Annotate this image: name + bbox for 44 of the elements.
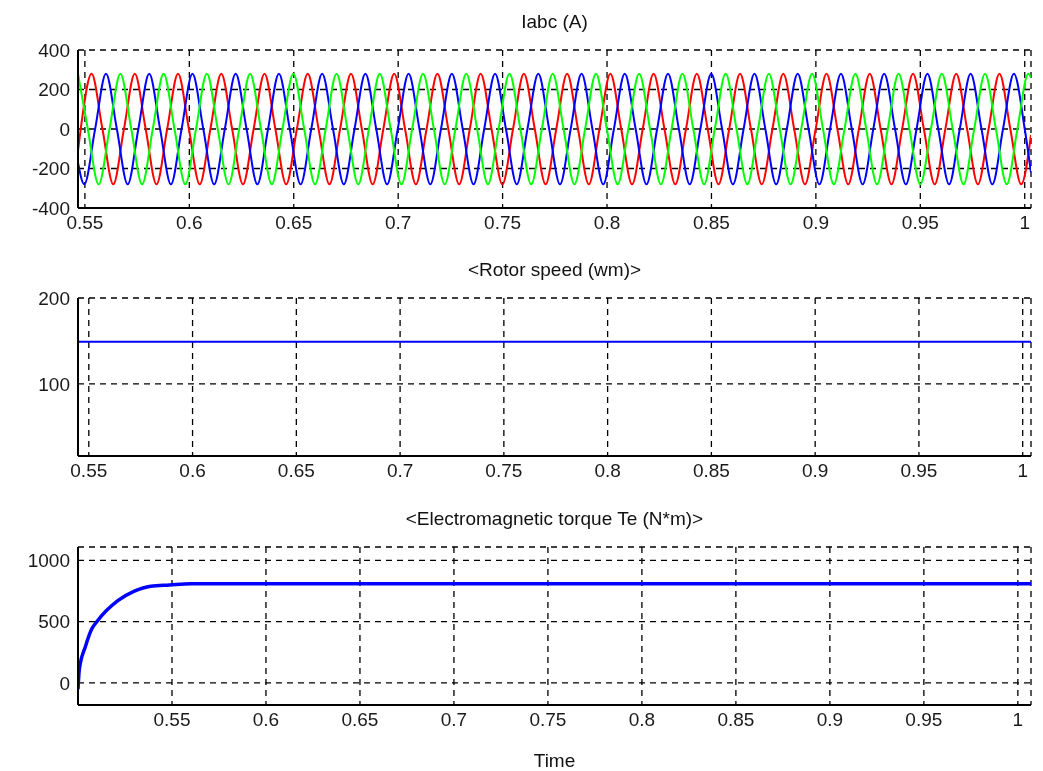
- chart-title: <Electromagnetic torque Te (N*m)>: [404, 507, 705, 531]
- x-axis-title: Time: [533, 750, 576, 771]
- x-tick-label: 0.65: [275, 212, 313, 234]
- y-tick-label: 200: [38, 287, 70, 309]
- x-tick-label: 0.7: [440, 709, 468, 731]
- x-tick-label: 1: [1012, 709, 1024, 731]
- y-tick-label: 400: [38, 39, 70, 61]
- y-tick-label: 0: [59, 672, 70, 694]
- x-tick-label: 0.6: [179, 460, 206, 482]
- x-tick-label: 0.6: [252, 709, 280, 731]
- x-tick-label: 0.85: [692, 212, 730, 234]
- x-tick-label: 0.95: [905, 709, 943, 731]
- chart-title: <Rotor speed (wm)>: [466, 258, 643, 282]
- x-tick-label: 0.75: [529, 709, 567, 731]
- x-tick-label: 0.75: [484, 212, 522, 234]
- x-tick-label: 1: [1017, 460, 1028, 482]
- x-tick-label: 0.95: [900, 460, 938, 482]
- x-tick-label: 0.55: [70, 460, 108, 482]
- x-tick-label: 0.7: [386, 460, 414, 482]
- x-tick-label: 0.95: [901, 212, 939, 234]
- x-tick-label: 0.6: [176, 212, 203, 234]
- y-tick-label: 1000: [27, 550, 70, 572]
- x-tick-label: 0.9: [816, 709, 844, 731]
- line-series: [78, 581, 1031, 691]
- x-tick-label: 0.9: [802, 212, 830, 234]
- chart-title: Iabc (A): [520, 10, 589, 34]
- x-tick-label: 0.75: [485, 460, 523, 482]
- x-tick-label: 1: [1019, 212, 1031, 234]
- x-tick-label: 0.85: [692, 460, 730, 482]
- x-tick-label: 0.8: [594, 460, 621, 482]
- x-tick-label: 0.65: [277, 460, 315, 482]
- y-tick-label: 500: [38, 611, 70, 633]
- y-tick-label: -200: [31, 158, 70, 180]
- y-tick-label: 100: [38, 373, 70, 395]
- x-tick-label: 0.8: [593, 212, 621, 234]
- line-series: [78, 72, 1031, 186]
- x-tick-label: 0.85: [717, 709, 755, 731]
- x-tick-label: 0.8: [628, 709, 656, 731]
- y-tick-label: 200: [38, 79, 70, 101]
- x-tick-label: 0.7: [384, 212, 412, 234]
- y-tick-label: 0: [59, 118, 70, 140]
- x-tick-label: 0.55: [153, 709, 191, 731]
- x-tick-label: 0.65: [341, 709, 379, 731]
- x-tick-label: 0.9: [801, 460, 829, 482]
